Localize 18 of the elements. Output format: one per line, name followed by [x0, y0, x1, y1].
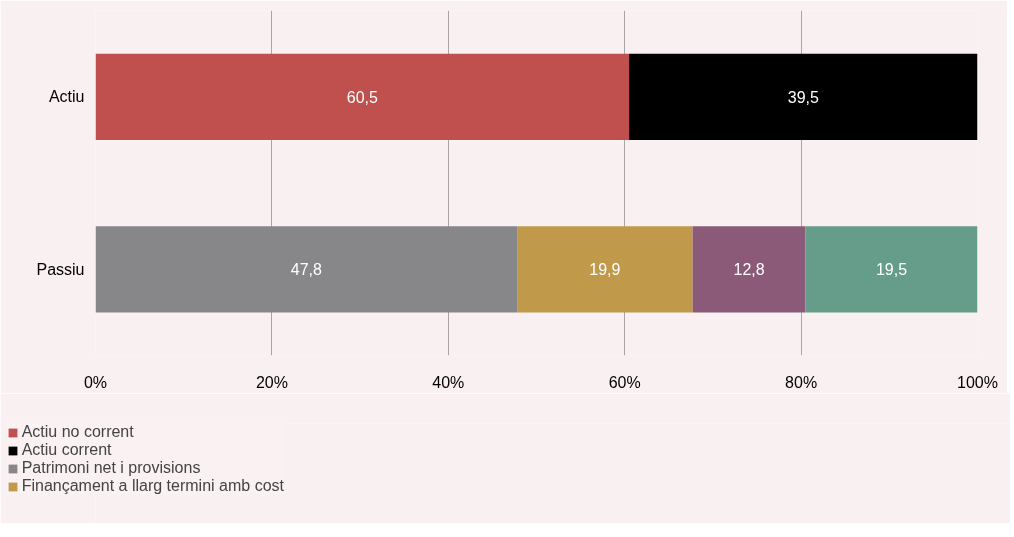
x-tick-label: 80% [785, 373, 818, 391]
x-tick-label: 0% [83, 373, 108, 391]
data-label: 19,5 [875, 261, 908, 279]
x-tick-label: 20% [255, 373, 288, 391]
data-label: 12,8 [733, 261, 765, 279]
data-label: 60,5 [346, 88, 378, 106]
x-tick-label: 60% [608, 373, 641, 391]
x-tick-label: 40% [432, 373, 465, 391]
legend-label: Patrimoni net i provisions [21, 459, 201, 477]
y-tick-label: Passiu [36, 260, 85, 278]
data-label: 19,9 [589, 261, 621, 279]
data-label: 47,8 [290, 261, 322, 279]
legend-label: Finançament a llarg termini amb cost [21, 477, 284, 495]
legend-label: Actiu corrent [21, 441, 112, 459]
x-tick-label: 100% [957, 373, 998, 391]
data-label: 39,5 [787, 88, 819, 106]
y-tick-label: Actiu [48, 88, 85, 106]
legend-label: Actiu no corrent [21, 423, 134, 441]
